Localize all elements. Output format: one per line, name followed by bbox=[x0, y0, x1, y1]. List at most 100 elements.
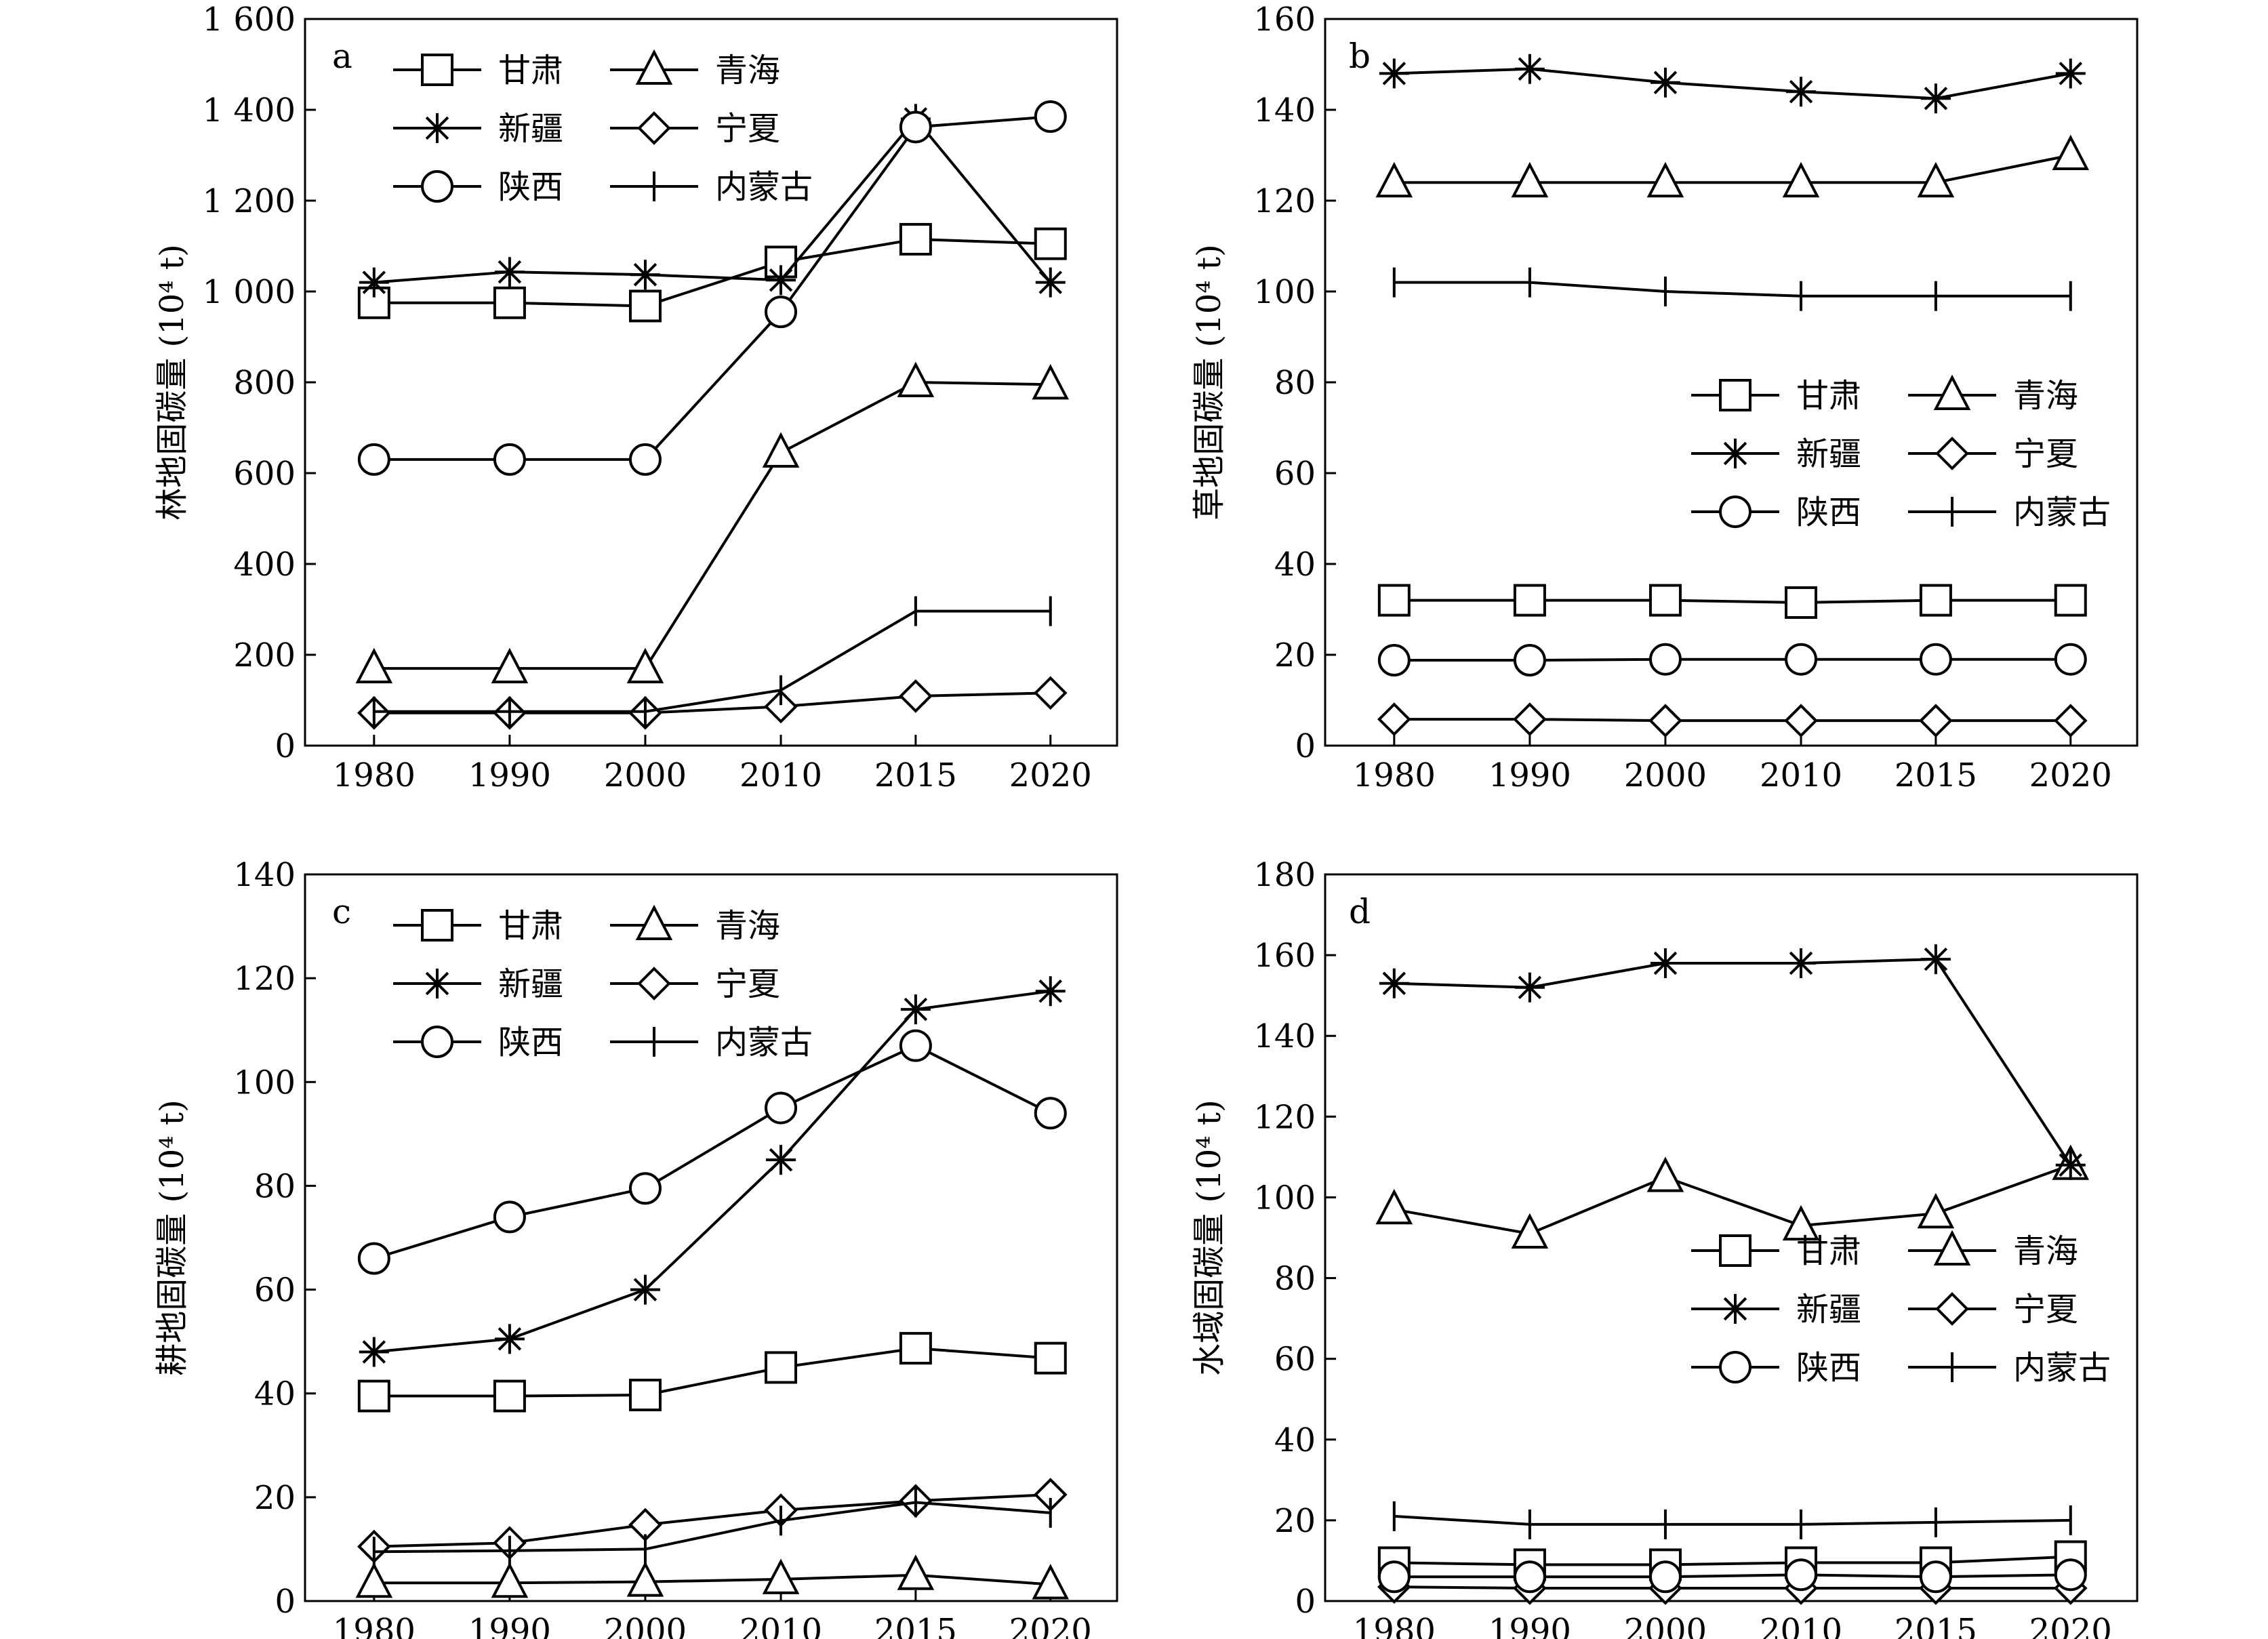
data-point-triangle bbox=[1646, 161, 1684, 198]
legend-triangle-icon bbox=[635, 904, 673, 940]
legend-diamond-icon bbox=[637, 967, 671, 1000]
data-point-asterisk bbox=[1379, 58, 1409, 89]
data-point-square bbox=[357, 1379, 390, 1413]
chart-panel-d: 0 20 40 60 80 100 120 140 160 180 1980 1990 2000 2010… bbox=[1190, 856, 2139, 1639]
series-line-asterisk bbox=[373, 117, 1052, 284]
legend-label: 青海 bbox=[715, 52, 780, 89]
chart-panel-b: 0 20 40 60 80 100 120 140 160 1980 1990 2000 2010 201… bbox=[1190, 1, 2139, 794]
y-tick-label: 1 600 bbox=[203, 1, 296, 39]
y-tick-label: 140 bbox=[1253, 92, 1316, 129]
legend-label: 甘肃 bbox=[1796, 377, 1861, 415]
data-point-asterisk bbox=[359, 1337, 389, 1367]
legend-label: 新疆 bbox=[1796, 1291, 1861, 1329]
legend-square-icon bbox=[421, 54, 453, 86]
data-point-circle bbox=[1377, 644, 1411, 677]
data-point-triangle bbox=[762, 1558, 800, 1594]
data-point-diamond bbox=[1648, 704, 1682, 737]
data-point-triangle bbox=[1511, 1213, 1549, 1249]
legend-label: 新疆 bbox=[498, 110, 563, 148]
data-point-triangle bbox=[2052, 134, 2090, 170]
legend-label: 陕西 bbox=[1796, 493, 1861, 531]
x-tick-label: 2015 bbox=[1895, 1612, 1977, 1639]
y-tick-label: 600 bbox=[233, 455, 296, 493]
data-point-asterisk bbox=[1920, 83, 1951, 114]
y-tick-label: 100 bbox=[233, 1064, 296, 1101]
series-line-circle bbox=[373, 115, 1051, 461]
legend-square-icon bbox=[1719, 379, 1751, 411]
y-tick-label: 400 bbox=[233, 546, 296, 584]
data-point-square bbox=[899, 1332, 932, 1365]
y-tick-label: 180 bbox=[1253, 856, 1316, 894]
legend-diamond-icon bbox=[1935, 1292, 1969, 1326]
series-line-triangle bbox=[373, 380, 1051, 670]
legend-diamond-icon bbox=[1935, 437, 1969, 470]
data-point-square bbox=[628, 289, 662, 323]
series-line-diamond bbox=[1394, 1585, 2071, 1590]
panel-letter: b bbox=[1349, 37, 1371, 76]
x-tick-label: 2010 bbox=[740, 1612, 822, 1639]
x-tick-label: 1980 bbox=[1353, 756, 1436, 794]
data-point-asterisk bbox=[1650, 948, 1680, 979]
data-point-square bbox=[1919, 584, 1952, 617]
legend-label: 青海 bbox=[2013, 377, 2078, 415]
data-point-asterisk bbox=[630, 1274, 660, 1305]
data-point-circle bbox=[899, 110, 932, 144]
y-tick-label: 200 bbox=[233, 636, 296, 674]
data-point-triangle bbox=[1917, 161, 1955, 198]
y-tick-label: 60 bbox=[254, 1272, 296, 1310]
series-line-square bbox=[1394, 599, 2071, 604]
chart-panel-a: 0 200 400 600 800 1 000 1 200 1 400 1 600 1980 199… bbox=[153, 1, 1118, 794]
data-point-asterisk bbox=[2055, 1150, 2086, 1180]
x-tick-label: 2010 bbox=[740, 756, 822, 794]
y-tick-label: 40 bbox=[1274, 546, 1316, 584]
data-point-square bbox=[1513, 584, 1546, 617]
series-line-diamond bbox=[1394, 718, 2071, 723]
legend-label: 陕西 bbox=[498, 168, 563, 206]
data-point-asterisk bbox=[1514, 972, 1545, 1003]
y-tick-label: 140 bbox=[233, 856, 296, 894]
series-line-asterisk bbox=[1394, 67, 2071, 100]
data-point-square bbox=[628, 1379, 662, 1412]
data-point-asterisk bbox=[1786, 948, 1817, 979]
x-tick-label: 2020 bbox=[1009, 756, 1092, 794]
plot-frame bbox=[1324, 873, 2139, 1602]
data-point-triangle bbox=[491, 1562, 529, 1598]
series-line-asterisk bbox=[373, 990, 1051, 1354]
panel-letter: d bbox=[1349, 892, 1371, 931]
data-point-asterisk bbox=[766, 265, 796, 296]
y-tick-label: 60 bbox=[1274, 1341, 1316, 1379]
data-point-triangle bbox=[1032, 364, 1070, 400]
y-tick-label: 800 bbox=[233, 364, 296, 402]
y-axis-label: 草地固碳量 (10⁴ t) bbox=[1190, 244, 1228, 521]
data-point-square bbox=[493, 1379, 526, 1413]
data-point-diamond bbox=[1377, 702, 1411, 736]
legend-circle-icon bbox=[421, 1026, 453, 1058]
legend-diamond-icon bbox=[637, 111, 671, 145]
legend-asterisk-icon bbox=[1720, 439, 1750, 468]
data-point-asterisk bbox=[1379, 968, 1409, 998]
data-point-circle bbox=[1377, 1560, 1411, 1594]
x-tick-label: 2020 bbox=[2029, 1612, 2112, 1639]
data-point-triangle bbox=[1782, 161, 1820, 198]
data-point-circle bbox=[357, 1242, 390, 1275]
legend-asterisk-icon bbox=[1720, 1294, 1750, 1324]
data-point-diamond bbox=[1513, 702, 1547, 736]
series-line-asterisk bbox=[1394, 958, 2072, 1166]
legend-triangle-icon bbox=[1933, 1230, 1971, 1266]
data-point-square bbox=[1377, 584, 1411, 617]
series-line-circle bbox=[1394, 1573, 2071, 1579]
y-tick-label: 100 bbox=[1253, 1179, 1316, 1217]
series-line-triangle bbox=[1394, 1163, 2071, 1236]
data-point-circle bbox=[1034, 100, 1067, 134]
data-point-triangle bbox=[1375, 161, 1413, 198]
x-tick-label: 1980 bbox=[1353, 1612, 1436, 1639]
x-tick-label: 1990 bbox=[1489, 756, 1571, 794]
x-tick-label: 2015 bbox=[874, 756, 957, 794]
data-point-square bbox=[1785, 586, 1818, 619]
chart-panel-c: 0 20 40 60 80 100 120 140 1980 1990 2000 2010 2015 20… bbox=[153, 856, 1118, 1639]
legend-label: 陕西 bbox=[498, 1024, 563, 1061]
data-point-diamond bbox=[899, 679, 933, 713]
